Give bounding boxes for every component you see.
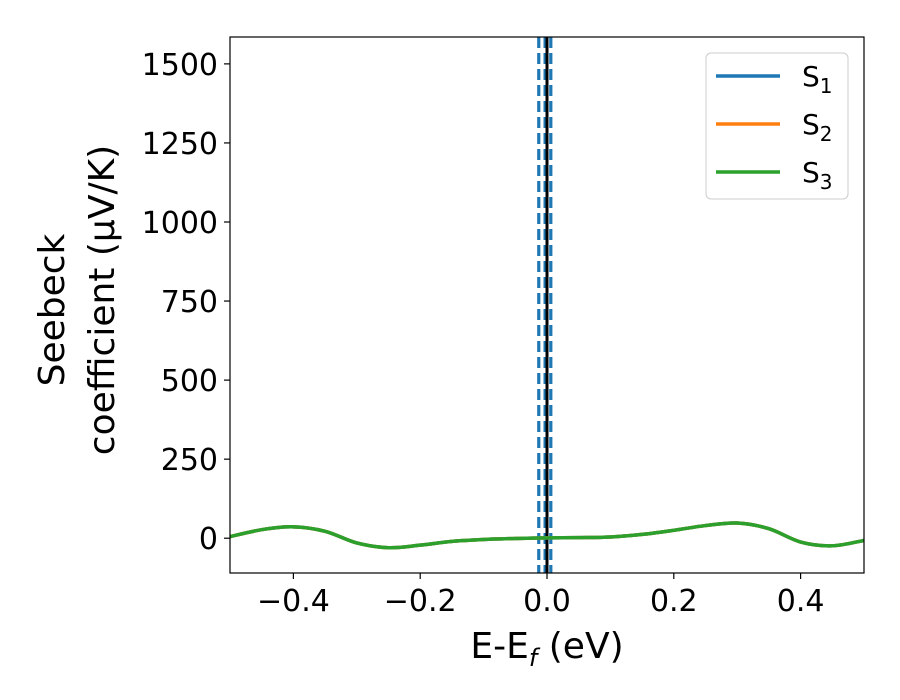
y-tick-label: 1000 [142,206,218,241]
y-axis-label-line1: Seebeck [32,233,73,386]
x-tick-label: −0.4 [257,584,330,619]
legend: S1 S2 S3 [705,52,849,200]
y-tick-label: 1250 [142,127,218,162]
x-axis-label: E-Ef (eV) [470,626,623,672]
y-tick-label: 0 [199,522,218,557]
y-axis-label-line2: coefficient (μV/K) [82,145,123,455]
legend-label-s1: S1 [802,60,833,98]
y-tick-label: 1500 [142,48,218,83]
legend-label-s2: S2 [802,108,833,146]
y-tick-label: 250 [161,443,218,478]
x-tick-label: 0.4 [777,584,825,619]
x-tick-label: 0.2 [650,584,698,619]
y-tick-label: 750 [161,285,218,320]
series-line-s3 [230,521,864,550]
x-axis-label-main: E-E [470,626,528,667]
x-axis: −0.4 −0.2 0.0 0.2 0.4 [257,573,824,619]
legend-box [705,52,849,200]
x-tick-label: 0.0 [523,584,571,619]
x-axis-label-unit: (eV) [537,626,623,667]
plot-area [230,37,864,573]
legend-label-s3: S3 [802,156,833,194]
y-tick-label: 500 [161,364,218,399]
y-axis-label: Seebeck coefficient (μV/K) [32,145,123,455]
y-axis: 0 250 500 750 1000 1250 1500 [142,48,230,557]
x-tick-label: −0.2 [384,584,457,619]
